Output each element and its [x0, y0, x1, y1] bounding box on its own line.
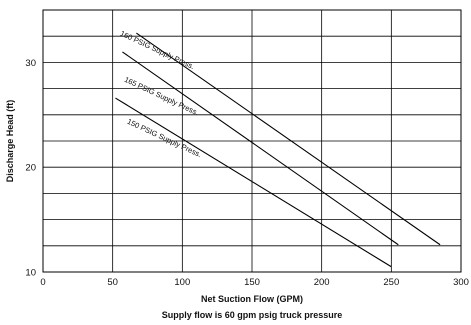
series-line-2: [122, 51, 399, 246]
series-line-1: [136, 32, 441, 246]
x-tick-label: 0: [40, 277, 45, 288]
chart-caption: Supply flow is 60 gpm psig truck pressur…: [162, 310, 343, 320]
y-axis-title: Discharge Head (ft): [5, 100, 15, 183]
series-group: [115, 32, 441, 268]
x-tick-label: 150: [244, 277, 260, 288]
x-axis-ticks: 0 50 100 150 200 250 300: [40, 277, 469, 288]
y-axis-ticks: 10 20 30: [25, 58, 36, 279]
y-tick-label: 30: [25, 58, 36, 69]
x-tick-label: 250: [383, 277, 399, 288]
x-axis-title: Net Suction Flow (GPM): [201, 294, 303, 304]
x-tick-label: 50: [107, 277, 118, 288]
series-labels: 160 PSIG Supply Press.165 PSIG Supply Pr…: [119, 29, 203, 159]
grid: [43, 10, 461, 272]
x-tick-label: 300: [453, 277, 469, 288]
series-line-3: [115, 97, 392, 268]
y-tick-label: 10: [25, 268, 36, 279]
x-tick-label: 100: [174, 277, 190, 288]
x-tick-label: 200: [314, 277, 330, 288]
y-tick-label: 20: [25, 163, 36, 174]
series-label-1: 160 PSIG Supply Press.: [119, 29, 196, 71]
series-label-2: 165 PSIG Supply Press.: [123, 75, 200, 117]
series-label-3: 150 PSIG Supply Press.: [126, 117, 203, 159]
